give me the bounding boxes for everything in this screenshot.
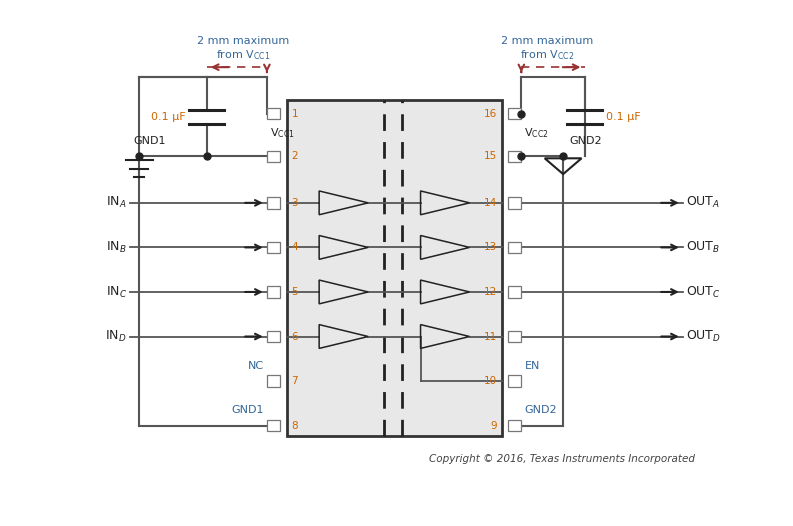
Bar (508, 331, 521, 342)
Text: 15: 15 (484, 151, 496, 161)
Text: OUT$_A$: OUT$_A$ (686, 195, 720, 210)
Bar (508, 197, 521, 208)
Text: 6: 6 (292, 331, 298, 341)
Text: 1: 1 (292, 109, 298, 119)
Bar (267, 331, 281, 342)
Text: GND1: GND1 (133, 136, 166, 146)
Bar (508, 376, 521, 387)
Text: 2: 2 (292, 151, 298, 161)
Text: GND2: GND2 (569, 136, 602, 146)
Bar (508, 420, 521, 431)
Bar (286, 99, 502, 436)
Text: 13: 13 (484, 242, 496, 252)
Text: GND2: GND2 (524, 406, 557, 416)
Text: V$_{\mathregular{CC2}}$: V$_{\mathregular{CC2}}$ (524, 126, 549, 140)
Text: IN$_D$: IN$_D$ (105, 329, 127, 344)
Bar (267, 376, 281, 387)
Text: 8: 8 (292, 421, 298, 431)
Text: 4: 4 (292, 242, 298, 252)
Text: 0.1 µF: 0.1 µF (606, 112, 641, 122)
Text: IN$_C$: IN$_C$ (105, 285, 127, 299)
Text: OUT$_B$: OUT$_B$ (686, 240, 720, 255)
Text: 2 mm maximum
from V$_{\mathregular{CC1}}$: 2 mm maximum from V$_{\mathregular{CC1}}… (197, 36, 289, 62)
Text: 5: 5 (292, 287, 298, 297)
Text: 2 mm maximum
from V$_{\mathregular{CC2}}$: 2 mm maximum from V$_{\mathregular{CC2}}… (500, 36, 593, 62)
Text: 9: 9 (490, 421, 496, 431)
Text: Copyright © 2016, Texas Instruments Incorporated: Copyright © 2016, Texas Instruments Inco… (429, 454, 695, 464)
Bar (508, 286, 521, 298)
Bar (267, 420, 281, 431)
Text: 14: 14 (484, 198, 496, 208)
Text: OUT$_D$: OUT$_D$ (686, 329, 721, 344)
Bar (508, 150, 521, 162)
Bar (508, 108, 521, 119)
Text: 11: 11 (484, 331, 496, 341)
Bar (267, 197, 281, 208)
Text: EN: EN (524, 361, 540, 371)
Text: 0.1 µF: 0.1 µF (151, 112, 186, 122)
Bar (267, 286, 281, 298)
Text: 10: 10 (484, 376, 496, 386)
Text: IN$_B$: IN$_B$ (106, 240, 127, 255)
Bar (267, 150, 281, 162)
Text: 16: 16 (484, 109, 496, 119)
Text: OUT$_C$: OUT$_C$ (686, 285, 721, 299)
Text: V$_{\mathregular{CC1}}$: V$_{\mathregular{CC1}}$ (270, 126, 295, 140)
Text: 3: 3 (292, 198, 298, 208)
Text: IN$_A$: IN$_A$ (106, 195, 127, 210)
Text: 12: 12 (484, 287, 496, 297)
Text: NC: NC (247, 361, 264, 371)
Text: GND1: GND1 (232, 406, 264, 416)
Bar (267, 242, 281, 253)
Bar (267, 108, 281, 119)
Text: 7: 7 (292, 376, 298, 386)
Bar (508, 242, 521, 253)
